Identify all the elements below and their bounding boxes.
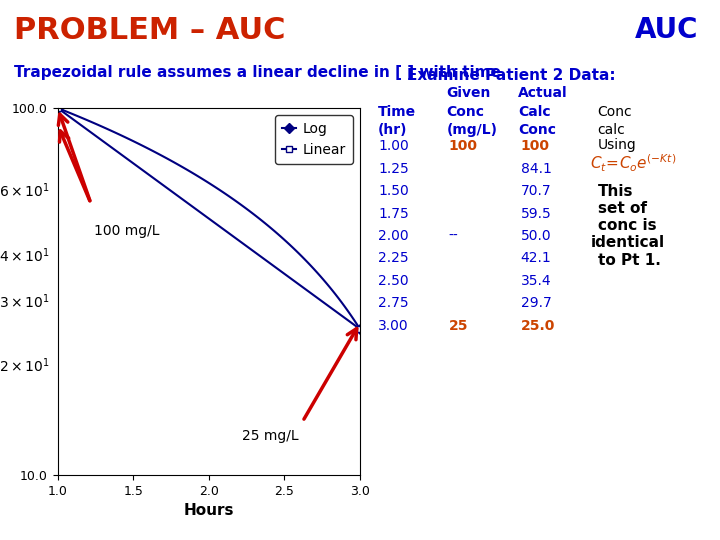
Text: Time: Time [378,105,416,119]
Text: 100: 100 [521,139,549,153]
Text: Conc: Conc [446,105,485,119]
Text: 2.25: 2.25 [378,252,409,265]
Text: 100 mg/L: 100 mg/L [94,224,159,238]
Text: PROBLEM – AUC: PROBLEM – AUC [14,16,286,45]
Linear [53,105,62,111]
Text: Examine Patient 2 Data:: Examine Patient 2 Data: [407,68,616,83]
Text: 84.1: 84.1 [521,162,552,176]
Linear [341,303,349,310]
Linear [233,199,242,206]
Legend: Log, Linear: Log, Linear [275,115,353,164]
Text: 35.4: 35.4 [521,274,552,288]
Text: 25.0: 25.0 [521,319,555,333]
Text: 3.00: 3.00 [378,319,409,333]
Text: conc is: conc is [598,218,656,233]
Line: Linear: Linear [54,105,364,333]
Text: (hr): (hr) [378,123,408,137]
Text: Actual: Actual [518,86,568,100]
Text: (mg/L): (mg/L) [446,123,498,137]
Linear [124,136,132,142]
Linear [356,326,364,332]
Text: 1.25: 1.25 [378,162,409,176]
Text: AUC: AUC [635,16,698,44]
Text: Calc: Calc [518,105,551,119]
Text: 1.50: 1.50 [378,184,409,198]
Text: 25: 25 [449,319,468,333]
Text: 1.00: 1.00 [378,139,409,153]
Text: 70.7: 70.7 [521,184,552,198]
Text: 59.5: 59.5 [521,206,552,220]
Text: 50.0: 50.0 [521,229,552,243]
Text: 100: 100 [449,139,477,153]
Text: 29.7: 29.7 [521,296,552,310]
Text: calc: calc [598,123,626,137]
Text: set of: set of [598,201,647,216]
Linear [331,291,340,298]
Text: 42.1: 42.1 [521,252,552,265]
Linear [112,130,120,136]
Text: 2.75: 2.75 [378,296,409,310]
Text: 1.75: 1.75 [378,206,409,220]
Text: 25 mg/L: 25 mg/L [242,429,299,443]
Text: Given: Given [446,86,491,100]
Text: $C_t\!=\!C_o e^{(-Kt)}$: $C_t\!=\!C_o e^{(-Kt)}$ [590,152,677,174]
X-axis label: Hours: Hours [184,503,234,518]
Text: 2.50: 2.50 [378,274,409,288]
Text: Using: Using [598,138,636,152]
Text: --: -- [449,229,459,243]
Text: to Pt 1.: to Pt 1. [598,253,660,268]
Text: Conc: Conc [518,123,557,137]
Text: identical: identical [590,235,665,251]
Text: Conc: Conc [598,105,632,119]
Text: Trapezoidal rule assumes a linear decline in [ ] with time.: Trapezoidal rule assumes a linear declin… [14,65,507,80]
Text: This: This [598,184,633,199]
Text: 2.00: 2.00 [378,229,409,243]
Linear [209,183,217,189]
